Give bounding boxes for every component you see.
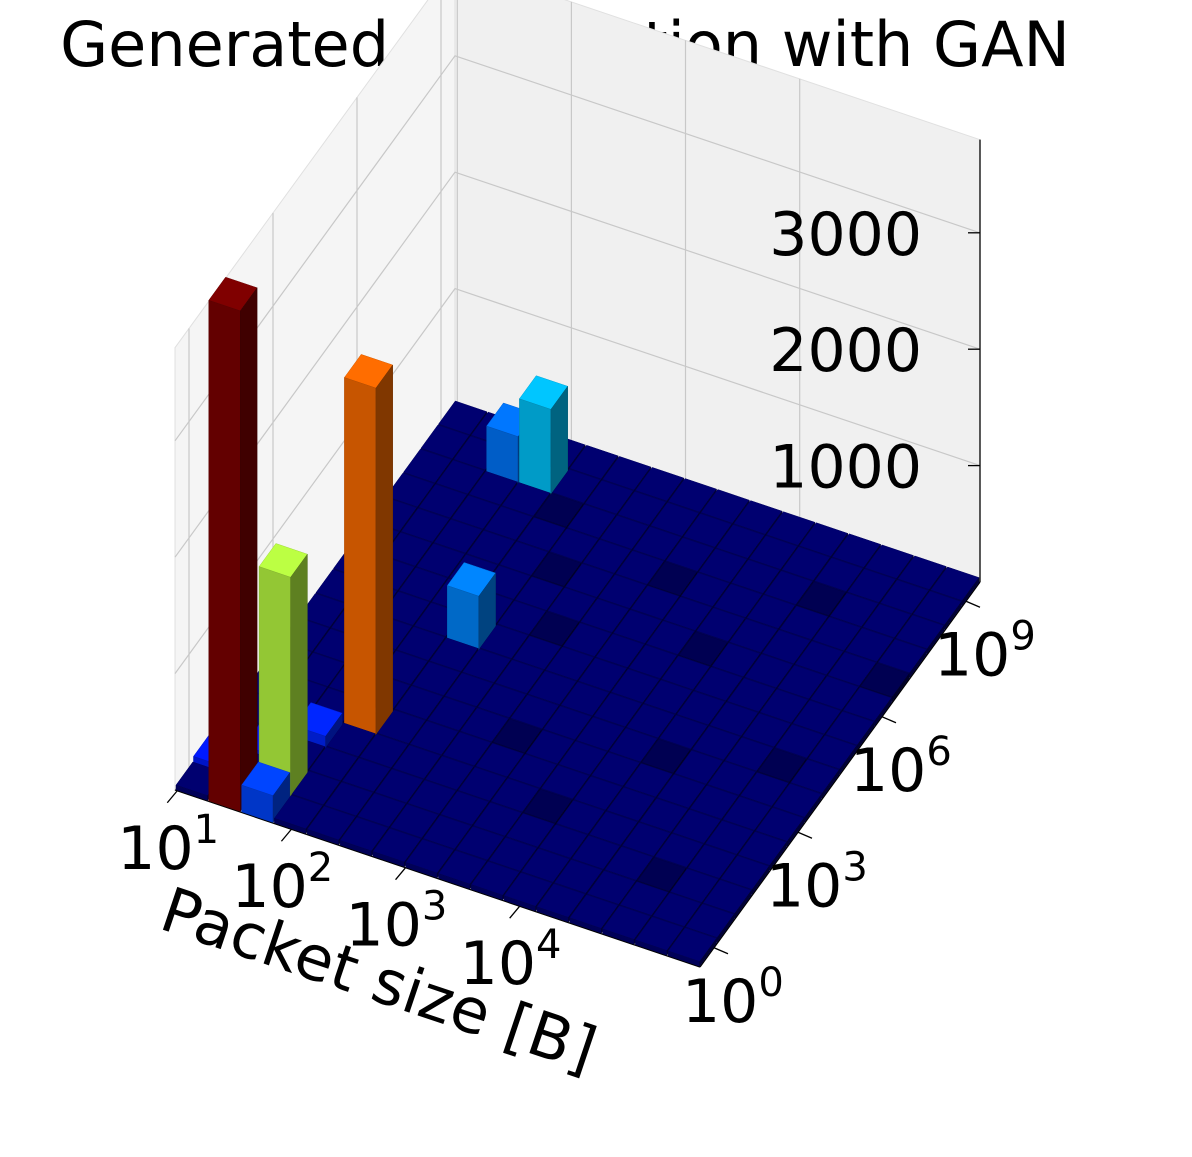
bar — [241, 761, 291, 824]
x-tick-label: 102 — [231, 845, 333, 922]
axis-lines — [174, 139, 981, 968]
z-tick-label: 2000 — [769, 316, 922, 386]
floor-cell — [667, 927, 717, 968]
bars — [175, 276, 980, 968]
bar — [343, 354, 394, 739]
bar — [446, 562, 497, 653]
x-tick-label: 101 — [117, 807, 219, 884]
y-tick-label: 109 — [934, 613, 1036, 690]
x-tick-label: 103 — [346, 884, 448, 961]
bar — [518, 375, 569, 498]
z-tick-label: 3000 — [769, 200, 922, 270]
y-tick-label: 100 — [682, 960, 784, 1037]
bar — [208, 276, 258, 813]
y-tick-label: 106 — [850, 729, 952, 806]
floor-cell — [895, 614, 945, 655]
bar — [258, 543, 308, 800]
x-tick-label: 104 — [460, 922, 562, 999]
z-tick-label: 1000 — [769, 433, 922, 503]
y-tick-label: 103 — [766, 844, 868, 921]
